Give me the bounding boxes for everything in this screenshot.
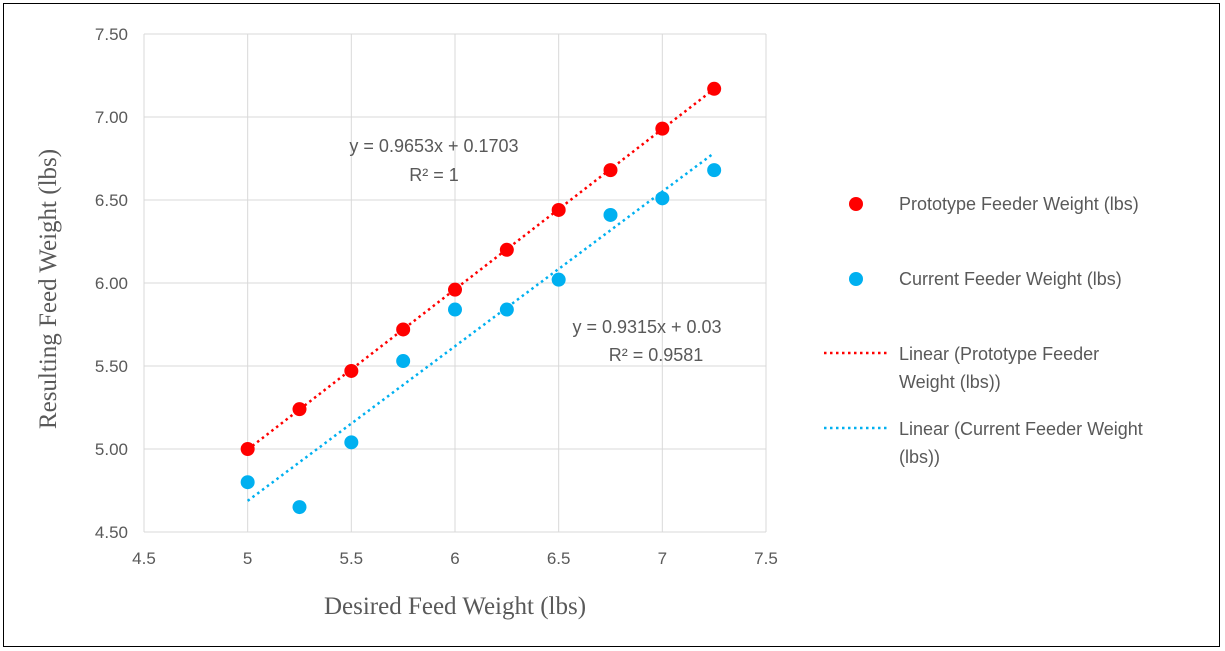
x-tick-label: 6.5 [547, 549, 571, 568]
trendline-r2-current: R² = 0.9581 [609, 345, 704, 365]
trendline-equation-prototype: y = 0.9653x + 0.1703 [349, 136, 518, 156]
prototype-point [707, 81, 722, 96]
scatter-chart: 4.5 5 5.5 6 6.5 7 7.5 4.50 5.00 5.50 6.00 6.50 7.00 7… [35, 25, 1143, 620]
legend-label-prototype: Prototype Feeder Weight (lbs) [899, 194, 1139, 214]
prototype-point [655, 121, 670, 136]
y-tick-label: 6.50 [95, 191, 128, 210]
trendline-r2-prototype: R² = 1 [409, 165, 459, 185]
y-tick-label: 5.00 [95, 440, 128, 459]
x-tick-label: 5 [243, 549, 252, 568]
legend-marker-current [849, 272, 863, 286]
trendlines [246, 88, 715, 502]
prototype-point [344, 363, 359, 378]
prototype-point [603, 163, 618, 178]
legend: Prototype Feeder Weight (lbs) Current Fe… [824, 194, 1143, 467]
legend-marker-prototype [849, 197, 863, 211]
legend-label-linear-current-line1: Linear (Current Feeder Weight [899, 419, 1143, 439]
y-tick-label: 6.00 [95, 274, 128, 293]
x-tick-label: 7 [658, 549, 667, 568]
chart-frame: 4.5 5 5.5 6 6.5 7 7.5 4.50 5.00 5.50 6.00 6.50 7.00 7… [3, 3, 1220, 647]
trendline-prototype [246, 88, 715, 451]
current-point [655, 191, 670, 206]
prototype-point [240, 442, 255, 456]
current-point [240, 475, 255, 490]
current-point [499, 302, 514, 317]
x-tick-label: 6 [450, 549, 459, 568]
legend-label-current: Current Feeder Weight (lbs) [899, 269, 1122, 289]
current-point [396, 354, 411, 369]
legend-label-linear-current-line2: (lbs)) [899, 447, 940, 467]
current-point [707, 163, 722, 178]
legend-label-linear-prototype-line1: Linear (Prototype Feeder [899, 344, 1099, 364]
prototype-point [292, 402, 307, 417]
x-tick-label: 5.5 [340, 549, 364, 568]
y-tick-label: 5.50 [95, 357, 128, 376]
y-tick-label: 7.50 [95, 25, 128, 44]
trendline-current [246, 151, 715, 502]
current-point [551, 272, 566, 287]
prototype-point [551, 202, 566, 217]
x-axis-title: Desired Feed Weight (lbs) [324, 593, 586, 620]
y-tick-label: 7.00 [95, 108, 128, 127]
y-axis-title: Resulting Feed Weight (lbs) [35, 149, 62, 429]
legend-label-linear-prototype-line2: Weight (lbs)) [899, 372, 1001, 392]
y-tick-label: 4.50 [95, 523, 128, 542]
tick-labels: 4.5 5 5.5 6 6.5 7 7.5 4.50 5.00 5.50 6.00 6.50 7.00 7… [95, 25, 778, 568]
trendline-equation-current: y = 0.9315x + 0.03 [572, 317, 721, 337]
prototype-point [448, 282, 462, 297]
current-point [344, 435, 359, 450]
current-point [292, 500, 307, 515]
data-points [240, 81, 722, 515]
x-tick-label: 7.5 [754, 549, 778, 568]
current-point [603, 207, 618, 222]
current-point [448, 302, 462, 317]
prototype-point [499, 242, 514, 257]
x-tick-label: 4.5 [132, 549, 156, 568]
prototype-point [396, 322, 411, 337]
